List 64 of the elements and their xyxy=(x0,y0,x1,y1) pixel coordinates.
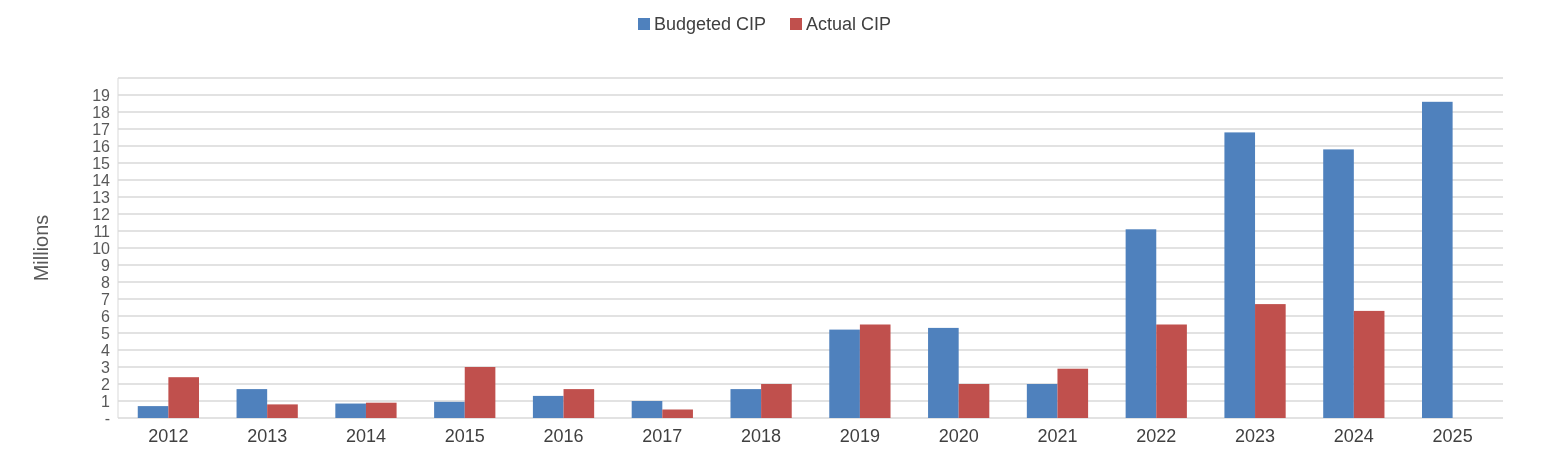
bar xyxy=(662,409,693,418)
x-tick-label: 2016 xyxy=(543,426,584,446)
bar xyxy=(1224,132,1256,418)
bar xyxy=(532,395,564,418)
bar xyxy=(1421,101,1453,418)
bar xyxy=(1255,304,1286,418)
y-tick-label: 19 xyxy=(92,86,111,104)
legend-label: Actual CIP xyxy=(806,14,892,34)
y-tick-label: 12 xyxy=(92,205,111,223)
bar xyxy=(631,401,663,418)
bar xyxy=(168,377,200,418)
y-tick-label: 18 xyxy=(92,103,111,121)
y-tick-label: 10 xyxy=(92,239,111,257)
bar xyxy=(829,329,860,418)
y-tick-label: 15 xyxy=(92,154,111,172)
x-tick-label: 2021 xyxy=(1037,426,1078,446)
bar xyxy=(464,367,496,418)
bar xyxy=(335,403,366,418)
bar xyxy=(267,404,298,418)
y-tick-label: 4 xyxy=(101,341,111,359)
bar xyxy=(1353,310,1385,418)
x-tick-label: 2018 xyxy=(741,426,782,446)
y-tick-label: - xyxy=(104,409,110,427)
x-tick-label: 2012 xyxy=(148,426,189,446)
y-axis-title: Millions xyxy=(30,214,52,282)
y-tick-label: 6 xyxy=(101,307,111,325)
y-tick-label: 16 xyxy=(92,137,111,155)
bar xyxy=(958,384,990,418)
x-tick-label: 2014 xyxy=(345,426,386,446)
x-tick-label: 2024 xyxy=(1333,426,1374,446)
x-tick-label: 2015 xyxy=(444,426,485,446)
bar xyxy=(365,402,397,418)
bar xyxy=(434,401,465,418)
bar xyxy=(1026,384,1058,418)
x-tick-label: 2019 xyxy=(839,426,880,446)
y-tick-label: 17 xyxy=(92,120,111,138)
y-tick-label: 9 xyxy=(101,256,111,274)
y-tick-label: 11 xyxy=(93,222,111,240)
y-tick-label: 3 xyxy=(101,358,111,376)
bar xyxy=(730,389,762,418)
x-tick-label: 2023 xyxy=(1235,426,1276,446)
bar xyxy=(563,389,595,418)
x-tick-label: 2020 xyxy=(938,426,979,446)
bar xyxy=(1125,229,1157,418)
bar xyxy=(137,406,169,418)
y-tick-label: 1 xyxy=(101,392,111,410)
bar xyxy=(928,327,959,418)
y-tick-label: 13 xyxy=(92,188,111,206)
bar xyxy=(761,384,792,418)
x-tick-label: 2017 xyxy=(642,426,683,446)
y-tick-label: 7 xyxy=(101,290,111,308)
x-tick-label: 2022 xyxy=(1136,426,1177,446)
x-tick-label: 2013 xyxy=(247,426,288,446)
bar xyxy=(1057,368,1089,418)
bar xyxy=(1156,324,1187,418)
y-tick-label: 5 xyxy=(101,324,111,342)
y-tick-label: 14 xyxy=(92,171,111,189)
y-tick-label: 8 xyxy=(101,273,111,291)
x-tick-label: 2025 xyxy=(1432,426,1473,446)
legend-label: Budgeted CIP xyxy=(654,14,767,34)
bar xyxy=(236,389,268,418)
bar xyxy=(1323,149,1354,418)
bar xyxy=(859,324,891,418)
y-tick-label: 2 xyxy=(101,375,111,393)
